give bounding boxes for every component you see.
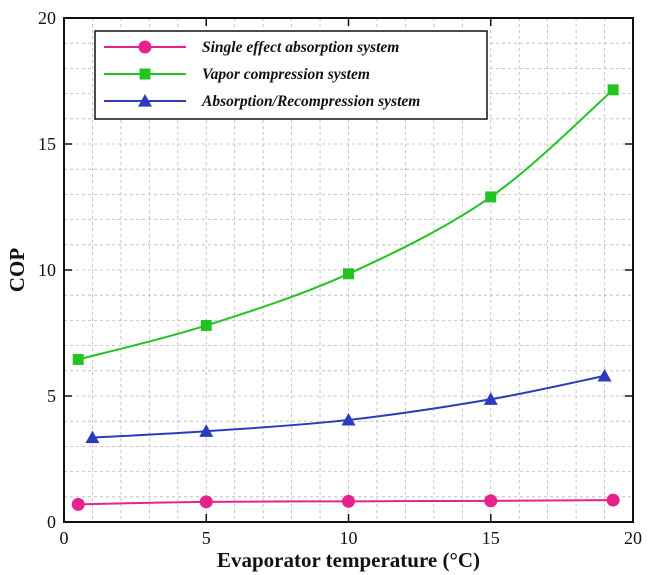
y-tick-label: 5 xyxy=(47,386,56,406)
data-point xyxy=(85,430,100,444)
data-point xyxy=(342,494,355,508)
x-tick-label: 0 xyxy=(60,528,69,548)
x-tick-label: 10 xyxy=(340,528,358,548)
data-point xyxy=(199,495,213,509)
y-tick-label: 20 xyxy=(38,8,56,28)
data-point xyxy=(483,392,498,405)
series-line xyxy=(77,89,614,361)
legend-label: Vapor compression system xyxy=(202,66,370,83)
legend-marker xyxy=(138,40,152,54)
x-tick-label: 5 xyxy=(202,528,211,548)
x-tick-label: 15 xyxy=(482,528,500,548)
data-point xyxy=(200,319,212,331)
data-point xyxy=(485,191,497,203)
series-3 xyxy=(85,368,612,444)
legend-label: Absorption/Recompression system xyxy=(201,93,420,110)
legend-marker xyxy=(139,68,151,80)
legend-marker xyxy=(138,94,152,107)
x-axis-ticks: 0 5 10 15 20 xyxy=(60,18,642,548)
legend-label: Single effect absorption system xyxy=(202,39,399,56)
legend-item: Vapor compression system xyxy=(104,66,370,83)
data-point xyxy=(597,368,612,382)
series-1 xyxy=(71,493,620,511)
data-point xyxy=(607,84,619,96)
data-point xyxy=(71,497,85,511)
data-point xyxy=(199,424,214,437)
y-tick-label: 15 xyxy=(38,134,56,154)
series-layer xyxy=(71,84,620,511)
data-point xyxy=(484,494,498,508)
data-point xyxy=(72,353,84,365)
series-2 xyxy=(72,84,619,365)
data-point xyxy=(341,412,356,426)
y-axis-title: COP xyxy=(5,248,29,293)
legend: Single effect absorption system Vapor com… xyxy=(94,30,488,120)
data-point xyxy=(606,493,620,507)
x-axis-title: Evaporator temperature (°C) xyxy=(217,548,480,572)
legend-item: Absorption/Recompression system xyxy=(104,93,420,110)
data-point xyxy=(343,268,354,280)
x-tick-label: 20 xyxy=(624,528,642,548)
legend-item: Single effect absorption system xyxy=(104,39,399,56)
y-tick-label: 10 xyxy=(38,260,56,280)
y-tick-label: 0 xyxy=(47,512,56,532)
y-axis-ticks: 0 5 10 15 20 xyxy=(38,8,633,532)
